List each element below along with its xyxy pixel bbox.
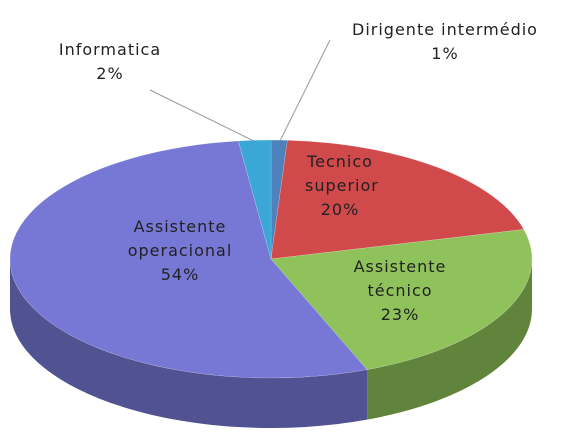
slice-label: Dirigente intermédio 1% [335, 18, 555, 66]
pie-sides [10, 259, 532, 428]
slice-label: Assistente técnico 23% [345, 255, 455, 327]
value-label: 54% [160, 265, 200, 284]
slice-label: Assistente operacional 54% [100, 215, 260, 287]
pie-slice [270, 139, 288, 260]
value-label: 2% [96, 64, 124, 83]
leader-line [277, 39, 331, 146]
category-label: Dirigente intermédio [352, 20, 538, 39]
slice-label: Tecnico superior 20% [265, 150, 415, 222]
category-label: Tecnico superior [305, 152, 379, 195]
pie-slice [9, 140, 368, 379]
pie-slice [237, 139, 272, 260]
category-label: Assistente operacional [127, 217, 233, 260]
value-label: 1% [431, 44, 459, 63]
category-label: Assistente técnico [353, 257, 447, 300]
pie-slice [270, 229, 533, 370]
leader-line [149, 89, 263, 146]
pie-side [10, 259, 368, 428]
category-label: Informatica [58, 40, 162, 59]
slice-label: Informatica 2% [30, 38, 190, 86]
value-label: 20% [320, 200, 360, 219]
value-label: 23% [380, 305, 420, 324]
pie-slice [270, 139, 525, 260]
pie-side [367, 259, 532, 420]
